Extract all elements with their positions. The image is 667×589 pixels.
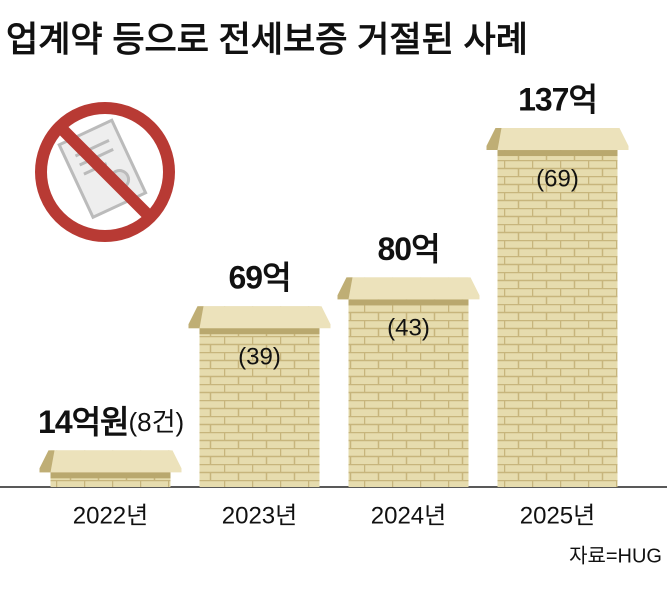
- count-label: (8건): [129, 407, 185, 437]
- bar-shadow: [199, 328, 320, 335]
- bar: [199, 306, 320, 487]
- bar-cap-side: [188, 306, 204, 329]
- bar-cap: [337, 277, 480, 300]
- bar: [348, 277, 469, 487]
- value-label: 14억원: [38, 404, 128, 440]
- bar-shadow: [50, 472, 171, 479]
- bar-shadow: [348, 299, 469, 306]
- value-label: 137억: [518, 82, 597, 118]
- source: 자료=HUG: [569, 544, 662, 567]
- count-label: (39): [238, 344, 281, 371]
- bar-cap: [39, 450, 182, 473]
- x-tick-label: 2025년: [520, 502, 595, 529]
- count-label: (69): [536, 165, 579, 192]
- value-label: 69억: [228, 260, 290, 296]
- bar-cap-side: [39, 450, 55, 473]
- no-sign-icon: [35, 102, 175, 242]
- count-label: (43): [387, 315, 430, 342]
- chart-title: 업계약 등으로 전세보증 거절된 사례: [6, 20, 528, 59]
- bar-cap: [188, 306, 331, 329]
- value-label: 80억: [377, 231, 439, 267]
- bar-shadow: [497, 150, 618, 157]
- x-tick-label: 2024년: [371, 502, 446, 529]
- bar-cap-side: [337, 277, 353, 300]
- bar: [497, 128, 618, 487]
- x-tick-label: 2023년: [222, 502, 297, 529]
- x-tick-label: 2022년: [73, 502, 148, 529]
- bar-cap-side: [486, 128, 502, 151]
- bar-cap: [486, 128, 629, 151]
